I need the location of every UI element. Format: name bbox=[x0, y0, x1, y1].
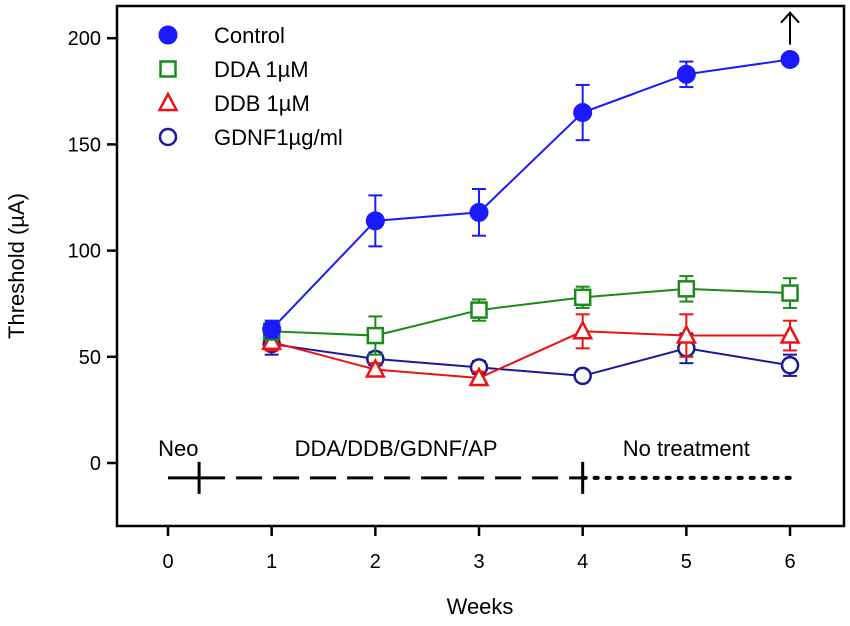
legend-marker bbox=[158, 127, 178, 147]
data-point bbox=[780, 49, 800, 69]
x-tick-label: 6 bbox=[784, 551, 795, 573]
legend-marker bbox=[159, 60, 177, 78]
y-tick-label: 0 bbox=[90, 453, 101, 475]
series-control bbox=[262, 49, 800, 339]
x-tick-label: 5 bbox=[681, 551, 692, 573]
y-axis-title: Threshold (µA) bbox=[4, 193, 29, 339]
data-point bbox=[364, 357, 386, 378]
series-line bbox=[271, 287, 791, 337]
data-point bbox=[468, 366, 490, 387]
series-line bbox=[271, 343, 791, 377]
series-line bbox=[270, 58, 791, 330]
legend-label: GDNF1µg/ml bbox=[214, 125, 343, 150]
phase-label: DDA/DDB/GDNF/AP bbox=[295, 436, 498, 461]
y-tick-label: 200 bbox=[68, 28, 101, 50]
x-tick-label: 0 bbox=[162, 551, 173, 573]
data-point bbox=[261, 330, 283, 351]
y-tick-label: 150 bbox=[68, 134, 101, 156]
plot-frame bbox=[115, 4, 846, 528]
data-point bbox=[469, 202, 489, 222]
data-point bbox=[572, 319, 594, 340]
series-dda-1-m bbox=[262, 275, 799, 356]
x-axis-title: Weeks bbox=[447, 594, 514, 619]
data-point bbox=[675, 323, 697, 344]
data-point bbox=[573, 288, 592, 307]
x-tick-label: 1 bbox=[266, 551, 277, 573]
data-point bbox=[365, 211, 385, 231]
phase-label: Neo bbox=[158, 436, 198, 461]
legend-label: DDA 1µM bbox=[214, 57, 309, 82]
series-ddb-1-m bbox=[261, 313, 801, 387]
series-layer bbox=[261, 49, 801, 387]
data-point bbox=[779, 323, 801, 344]
annotations bbox=[780, 11, 800, 45]
legend-label: DDB 1µM bbox=[214, 91, 310, 116]
y-tick-label: 50 bbox=[79, 347, 101, 369]
series-gdnf1-g-ml bbox=[262, 332, 800, 386]
phase-label: No treatment bbox=[623, 436, 750, 461]
x-tick-label: 4 bbox=[577, 551, 588, 573]
data-point bbox=[676, 64, 696, 84]
legend-marker bbox=[158, 25, 178, 45]
legend-marker bbox=[157, 91, 179, 112]
data-point bbox=[470, 301, 488, 319]
legend-label: Control bbox=[214, 23, 285, 48]
x-tick-label: 3 bbox=[473, 551, 484, 573]
data-point bbox=[573, 366, 592, 386]
x-axis: 0 1 2 3 4 5 6 bbox=[162, 526, 796, 573]
legend: Control DDA 1µM DDB 1µM GDNF1µg/ml bbox=[157, 23, 343, 150]
x-tick-label: 2 bbox=[370, 551, 381, 573]
series-line bbox=[271, 330, 791, 380]
y-tick-label: 100 bbox=[68, 241, 101, 263]
data-point bbox=[780, 356, 800, 375]
data-point bbox=[573, 103, 593, 123]
data-point bbox=[677, 280, 696, 298]
off-scale-arrow-head bbox=[780, 11, 800, 24]
data-point bbox=[366, 326, 385, 345]
treatment-timeline: Neo DDA/DDB/GDNF/AP No treatment bbox=[158, 436, 793, 494]
data-point bbox=[262, 319, 282, 339]
data-point bbox=[781, 284, 799, 302]
y-axis: 0 50 100 150 200 bbox=[68, 28, 117, 475]
